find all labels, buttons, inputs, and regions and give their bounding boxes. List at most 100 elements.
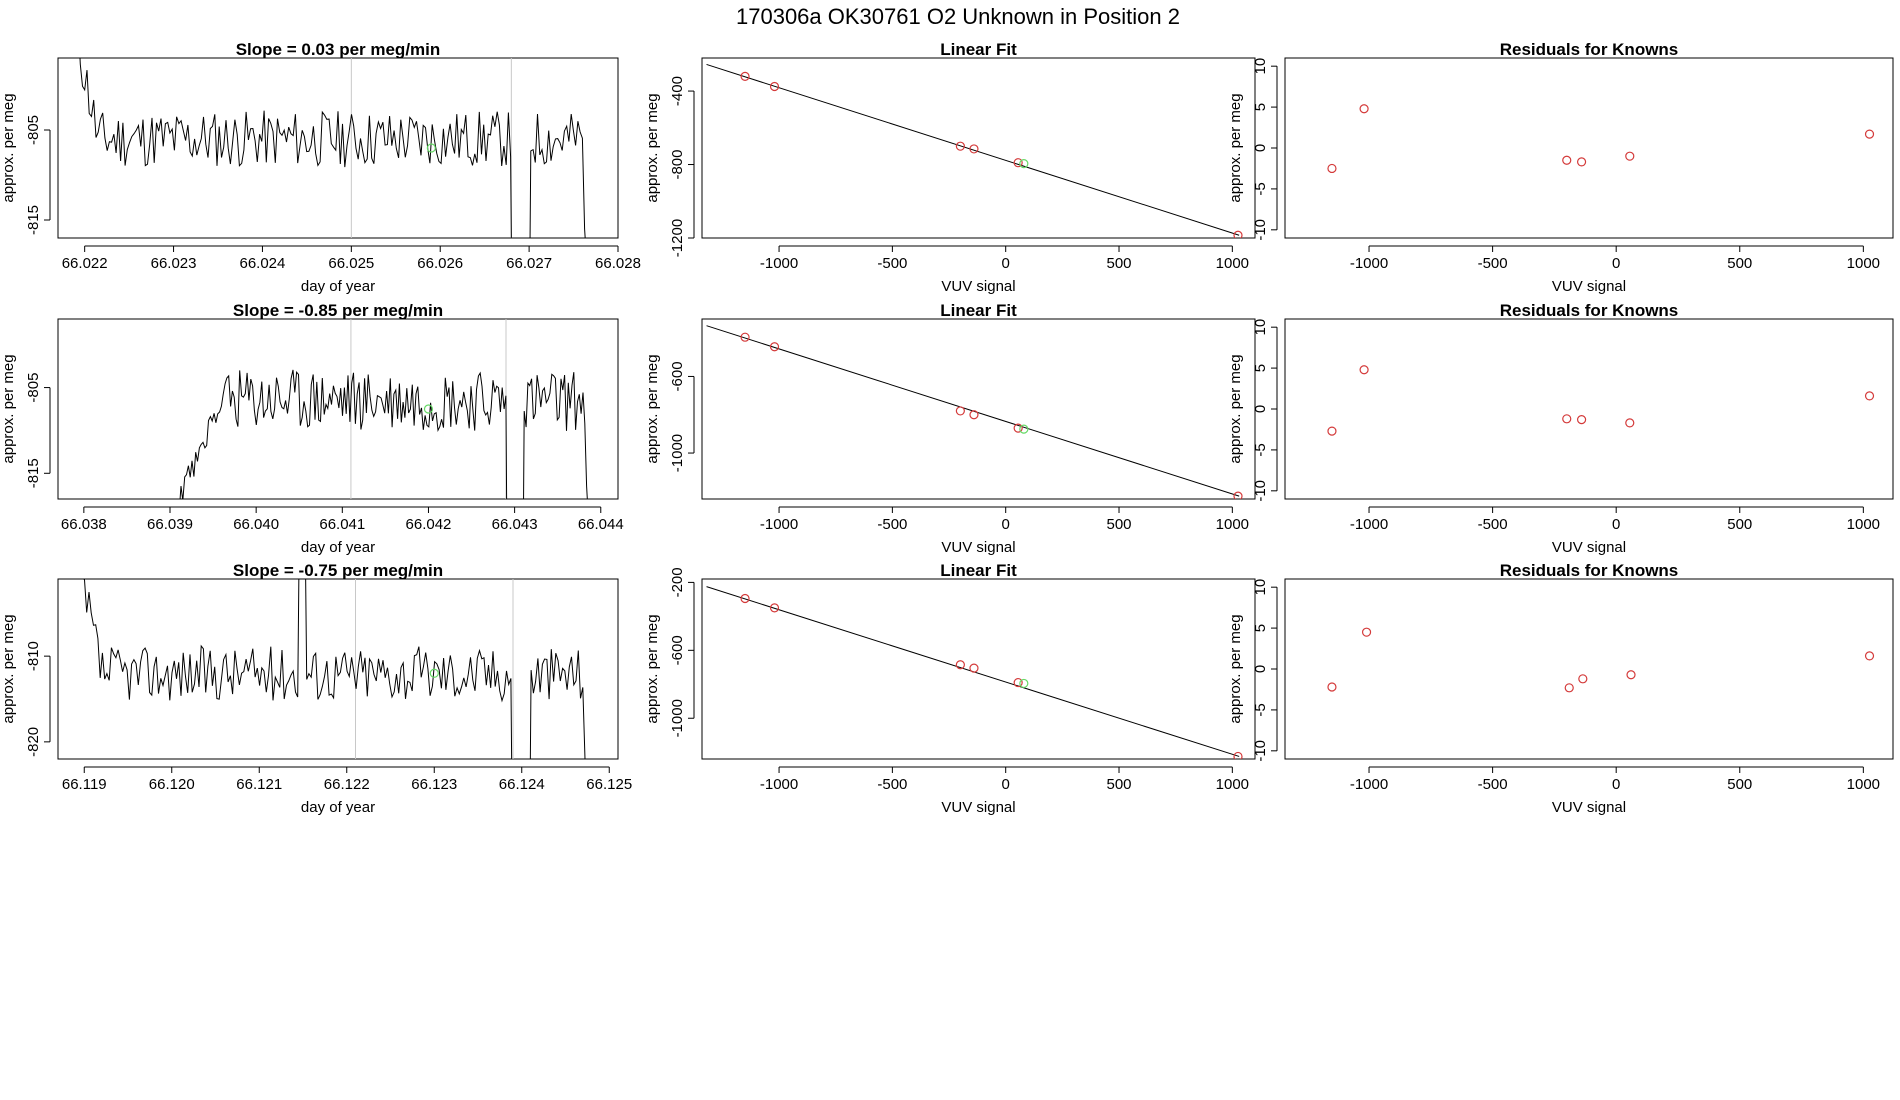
x-tick-label: 0 (1002, 255, 1010, 272)
x-tick-label: 66.119 (62, 776, 107, 793)
y-axis-label: approx. per meg (1227, 354, 1244, 463)
known-point (1013, 158, 1023, 168)
x-tick-label: 66.043 (492, 516, 538, 533)
x-tick-label: 1000 (1216, 255, 1249, 272)
plot-frame (1284, 578, 1894, 760)
known-point (1864, 651, 1875, 661)
x-tick-label: 66.038 (61, 516, 107, 533)
panel-title: Residuals for Knowns (1500, 561, 1679, 580)
known-point (1564, 683, 1574, 693)
x-tick-label: -1000 (1350, 516, 1388, 533)
x-axis-label: VUV signal (1552, 539, 1626, 556)
x-tick-label: 66.023 (151, 255, 197, 272)
x-tick-label: 66.024 (239, 255, 285, 272)
plot-frame (57, 578, 619, 760)
panel-title: Residuals for Knowns (1500, 301, 1679, 320)
fit-line (706, 63, 1240, 236)
x-tick-label: -1000 (760, 255, 798, 272)
known-point (1327, 426, 1337, 436)
known-point (969, 410, 979, 420)
y-tick-label: -5 (1252, 703, 1269, 716)
y-tick-label: -820 (25, 727, 42, 757)
x-tick-label: 66.028 (595, 255, 641, 272)
x-tick-label: 66.120 (149, 776, 195, 793)
plot-area (179, 319, 588, 499)
x-tick-label: 0 (1612, 516, 1620, 533)
known-point (1359, 365, 1369, 375)
known-point (1361, 627, 1372, 637)
x-tick-label: 66.121 (236, 776, 282, 793)
x-tick-label: 66.039 (147, 516, 193, 533)
y-tick-label: 5 (1252, 103, 1269, 111)
panel-title: Linear Fit (940, 40, 1017, 59)
plot-frame (701, 57, 1256, 239)
y-tick-label: -5 (1252, 443, 1269, 456)
plot-frame (701, 318, 1256, 500)
known-point (1013, 423, 1023, 433)
series-line (179, 369, 588, 499)
x-tick-label: -500 (877, 255, 907, 272)
x-tick-label: -500 (1478, 516, 1508, 533)
known-point (1013, 677, 1023, 688)
known-point (1233, 230, 1243, 238)
panel-title: Slope = -0.85 per meg/min (233, 301, 443, 320)
known-point (955, 406, 965, 416)
unknown-point (429, 668, 439, 678)
x-axis-label: VUV signal (941, 799, 1015, 816)
panel-title: Linear Fit (940, 301, 1017, 320)
x-tick-label: 500 (1727, 776, 1752, 793)
y-axis-label: approx. per meg (1227, 93, 1244, 202)
plot-area (706, 586, 1243, 759)
unknown-point (426, 143, 436, 153)
panel-5: Linear Fit -1000 -500 0 500 1000 VUV signal -60… (644, 301, 1256, 556)
y-tick-label: -600 (669, 635, 686, 665)
panel-8: Linear Fit -1000 -500 0 500 1000 VUV signal -20… (644, 561, 1256, 816)
panel-1: Slope = 0.03 per meg/min 66.022 66.023 66.0… (0, 40, 641, 295)
y-tick-label: 0 (1252, 405, 1269, 413)
x-axis-label: day of year (301, 799, 375, 816)
series-line (79, 58, 586, 238)
x-tick-label: 1000 (1847, 516, 1880, 533)
y-tick-label: 0 (1252, 665, 1269, 673)
plot-frame (701, 578, 1256, 760)
x-tick-label: 0 (1002, 516, 1010, 533)
y-tick-label: 10 (1252, 579, 1269, 596)
known-point (1864, 391, 1875, 401)
y-axis-label: approx. per meg (644, 93, 661, 202)
x-tick-label: 66.125 (586, 776, 632, 793)
panel-9: Residuals for Knowns -1000 -500 0 500 1000 VUV… (1227, 561, 1894, 816)
panel-title: Slope = -0.75 per meg/min (233, 561, 443, 580)
panel-title: Slope = 0.03 per meg/min (236, 40, 441, 59)
y-axis-label: approx. per meg (0, 354, 17, 463)
x-tick-label: 500 (1727, 516, 1752, 533)
known-point (1327, 163, 1337, 174)
plot-area (79, 58, 586, 238)
x-tick-label: -1000 (1350, 255, 1388, 272)
x-tick-label: -500 (1478, 776, 1508, 793)
x-tick-label: 66.040 (233, 516, 279, 533)
y-tick-label: 5 (1252, 364, 1269, 372)
y-tick-label: -810 (25, 641, 42, 671)
x-tick-label: -1000 (760, 776, 798, 793)
plot-area (82, 579, 586, 759)
x-tick-label: -500 (1478, 255, 1508, 272)
panel-2: Linear Fit -1000 -500 0 500 1000 VUV signal -40… (644, 40, 1256, 295)
y-axis-label: approx. per meg (0, 614, 17, 723)
x-axis-label: VUV signal (941, 539, 1015, 556)
plot-frame (1284, 318, 1894, 500)
x-tick-label: 500 (1107, 776, 1132, 793)
y-tick-label: -200 (669, 567, 686, 597)
known-point (1576, 157, 1587, 167)
y-tick-label: -10 (1252, 740, 1269, 762)
known-point (1359, 104, 1369, 114)
x-tick-label: 0 (1002, 776, 1010, 793)
y-tick-label: -10 (1252, 219, 1269, 241)
y-tick-label: -1200 (669, 219, 686, 257)
x-tick-label: 0 (1612, 255, 1620, 272)
x-tick-label: 66.122 (324, 776, 370, 793)
plot-area (1327, 365, 1875, 436)
known-point (1625, 151, 1635, 161)
y-tick-label: -815 (25, 458, 42, 488)
unknown-point (1019, 678, 1029, 689)
known-point (1233, 491, 1243, 499)
